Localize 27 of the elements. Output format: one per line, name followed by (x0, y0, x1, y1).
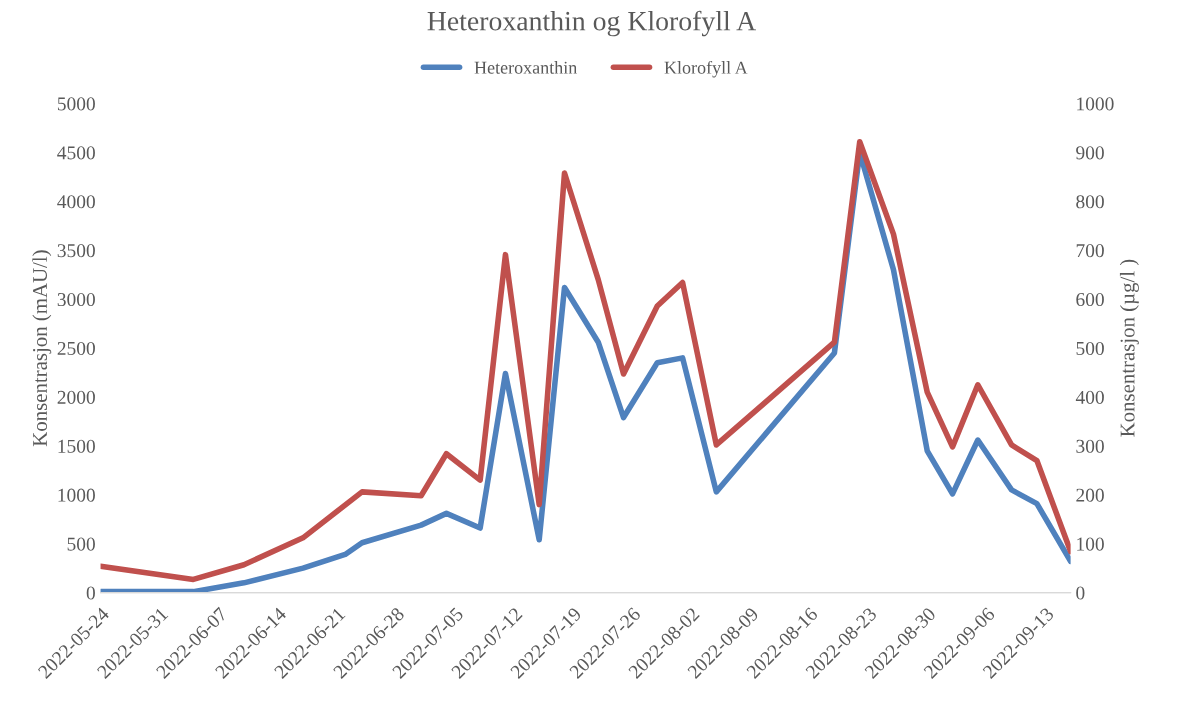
y2-tick-label: 100 (1077, 537, 1104, 551)
y-tick-label: 4000 (57, 195, 95, 209)
y-tick-label: 500 (67, 537, 95, 551)
y2-tick-label: 400 (1075, 390, 1104, 404)
y-tick-label: 0 (86, 586, 95, 600)
y2-tick-label: 900 (1076, 146, 1104, 160)
y2-tick-label: 0 (1076, 586, 1085, 600)
y-tick-label: 2000 (57, 390, 95, 404)
chart-title: Heteroxanthin og Klorofyll A (427, 10, 757, 37)
y-tick-label: 4500 (57, 146, 95, 160)
y-tick-label: 2500 (57, 341, 95, 356)
y2-tick-label: 1000 (1077, 97, 1114, 111)
legend-label: Klorofyll A (664, 60, 748, 78)
y-tick-label: 1500 (58, 439, 95, 453)
y2-tick-label: 300 (1076, 439, 1104, 453)
y-tick-label: 5000 (57, 97, 95, 111)
y-axis-title: Konsentrasjon (mAU/l) (32, 250, 52, 447)
y2-tick-label: 700 (1076, 244, 1104, 258)
y2-tick-label: 800 (1076, 195, 1104, 209)
y2-tick-label: 500 (1076, 341, 1104, 356)
legend-label: Heteroxanthin (474, 61, 578, 74)
y-tick-label: 3500 (57, 244, 95, 258)
y2-axis-title: Konsentrasjon (µg/l ) (1119, 259, 1139, 437)
y2-tick-label: 200 (1076, 488, 1104, 502)
y2-tick-label: 600 (1076, 292, 1104, 307)
y-tick-label: 3000 (57, 292, 95, 307)
y-tick-label: 1000 (58, 488, 95, 502)
